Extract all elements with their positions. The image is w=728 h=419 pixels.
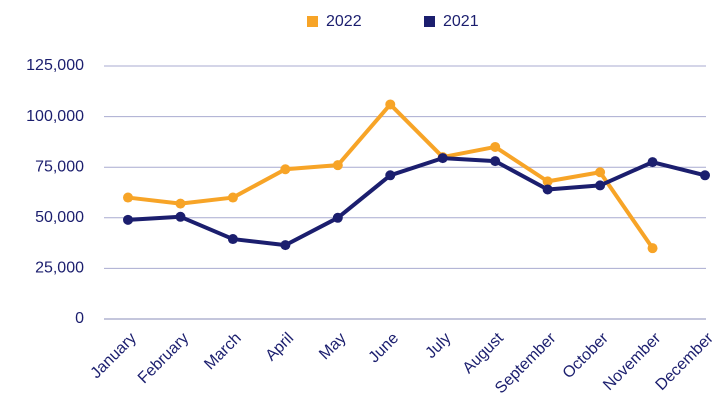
series-line [127, 156, 706, 248]
x-tick-label: May [316, 330, 349, 363]
data-point [123, 192, 133, 203]
data-point [175, 198, 186, 209]
x-tick-label: February [135, 330, 192, 387]
data-point [437, 153, 448, 164]
legend-swatch [424, 16, 435, 27]
y-tick-label: 100,000 [26, 108, 84, 125]
data-point [227, 192, 238, 203]
legend-label: 2021 [443, 13, 479, 30]
legend-swatch [307, 16, 318, 27]
y-tick-label: 125,000 [26, 57, 84, 74]
y-tick-label: 75,000 [35, 158, 84, 175]
data-point [280, 164, 291, 175]
data-point [332, 160, 343, 171]
data-point [595, 180, 606, 191]
data-point [542, 176, 553, 187]
x-tick-label: March [201, 330, 244, 373]
x-tick-label: August [460, 329, 508, 377]
data-point [490, 156, 501, 167]
x-tick-label: June [366, 330, 403, 367]
x-tick-label: July [422, 330, 454, 362]
data-point [175, 211, 186, 222]
data-point [332, 212, 343, 223]
data-point [542, 184, 553, 195]
data-point [647, 243, 658, 254]
y-tick-label: 50,000 [35, 209, 84, 226]
x-tick-label: December [653, 329, 718, 394]
data-point [490, 141, 501, 152]
x-tick-label: October [560, 329, 613, 382]
data-point [280, 240, 291, 251]
data-point [385, 99, 396, 110]
data-point [647, 157, 658, 168]
data-point [123, 214, 133, 225]
legend-label: 2022 [326, 13, 362, 30]
x-tick-label: January [88, 330, 140, 382]
data-point [385, 170, 396, 181]
y-tick-label: 25,000 [35, 260, 84, 277]
data-point [700, 170, 710, 181]
x-tick-label: April [263, 330, 298, 365]
data-point [227, 234, 238, 245]
data-point [595, 167, 606, 178]
y-tick-label: 0 [75, 310, 84, 327]
